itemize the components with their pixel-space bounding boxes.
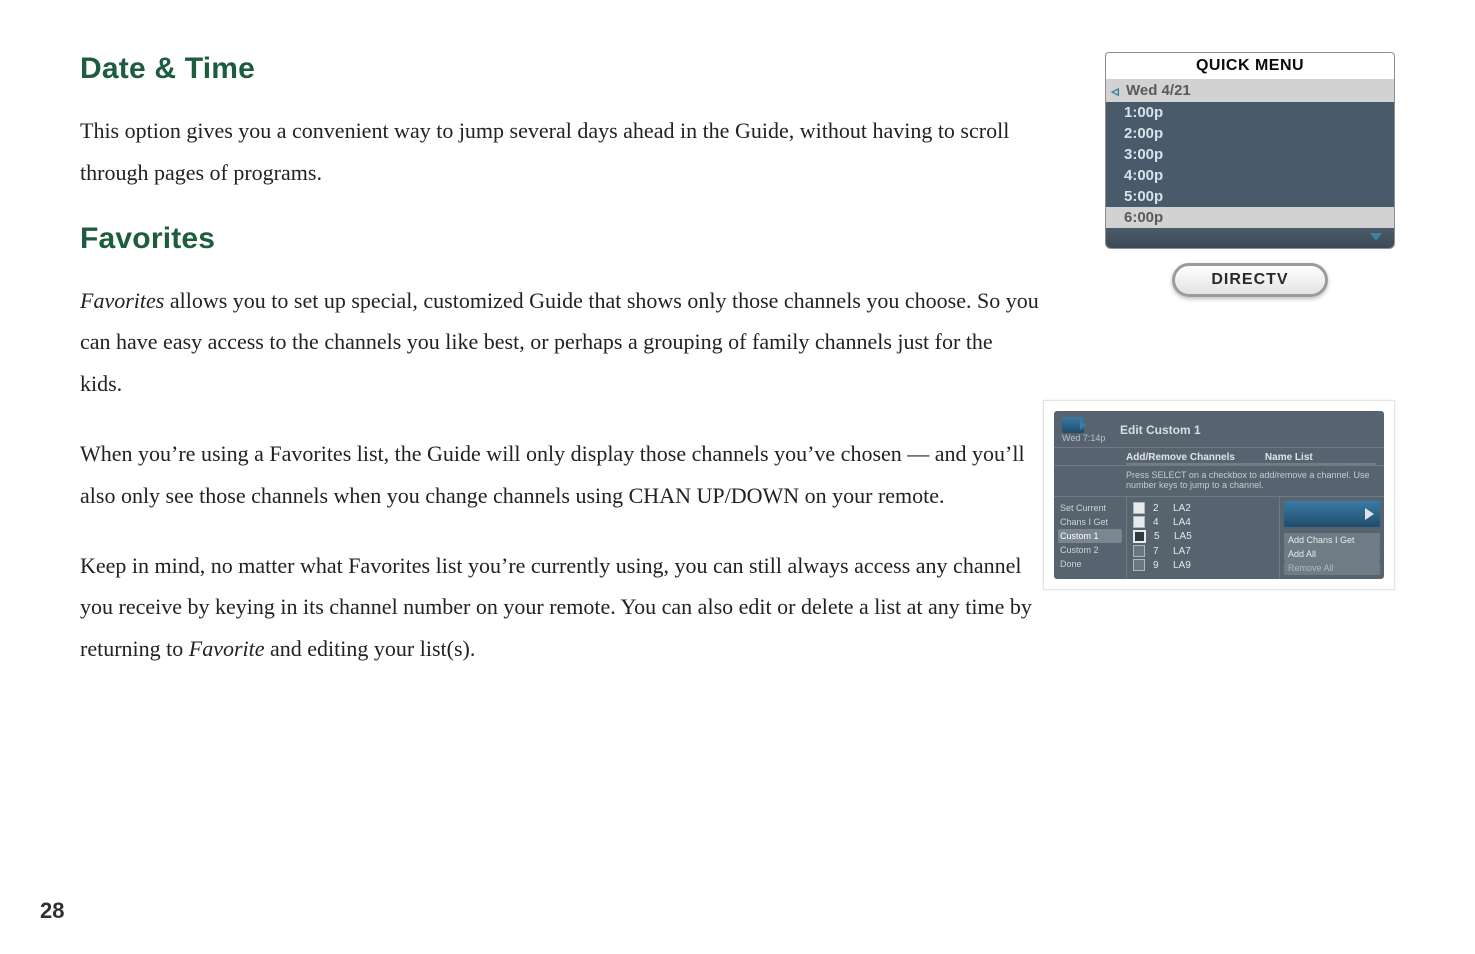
channel-label: LA2 bbox=[1173, 503, 1191, 514]
text-span: allows you to set up special, customized… bbox=[80, 288, 1039, 397]
edit-custom-topbar: Wed 7:14p Edit Custom 1 bbox=[1054, 411, 1384, 448]
edit-custom-channel-list: 2 LA2 4 LA4 5 LA5 7 LA7 9 LA9 bbox=[1127, 497, 1279, 579]
italic-favorite: Favorite bbox=[189, 636, 265, 661]
edit-custom-helper: Press SELECT on a checkbox to add/remove… bbox=[1054, 466, 1384, 497]
checkbox-icon bbox=[1133, 530, 1146, 543]
preview-icon bbox=[1284, 501, 1380, 527]
channel-row: 4 LA4 bbox=[1133, 515, 1273, 529]
directv-logo-icon bbox=[1062, 417, 1084, 433]
main-content: Date & Time This option gives you a conv… bbox=[80, 52, 1040, 670]
channel-number: 5 bbox=[1154, 531, 1166, 542]
sidebar-item: Custom 2 bbox=[1058, 543, 1122, 557]
quick-menu-date: Wed 4/21 bbox=[1124, 79, 1193, 102]
quick-menu-header: ◃ Wed 4/21 bbox=[1105, 79, 1395, 102]
quick-menu-item: 6:00p bbox=[1105, 207, 1395, 228]
quick-menu-items: 1:00p2:00p3:00p4:00p5:00p6:00p bbox=[1105, 102, 1395, 228]
directv-badge: DIRECTV bbox=[1172, 263, 1328, 297]
edit-custom-tabs: Add/Remove Channels Name List bbox=[1054, 448, 1384, 466]
quick-menu-footer bbox=[1105, 228, 1395, 249]
channel-label: LA9 bbox=[1173, 560, 1191, 571]
tab-name-list: Name List bbox=[1265, 452, 1313, 463]
paragraph-favorites-note: Keep in mind, no matter what Favorites l… bbox=[80, 545, 1040, 670]
checkbox-icon bbox=[1133, 502, 1145, 514]
channel-label: LA7 bbox=[1173, 546, 1191, 557]
paragraph-date-time: This option gives you a convenient way t… bbox=[80, 110, 1040, 194]
channel-number: 7 bbox=[1153, 546, 1165, 557]
paragraph-favorites-usage: When you’re using a Favorites list, the … bbox=[80, 433, 1040, 517]
paragraph-favorites-intro: Favorites allows you to set up special, … bbox=[80, 280, 1040, 405]
sidebar-item: Done bbox=[1058, 557, 1122, 571]
italic-favorites: Favorites bbox=[80, 288, 164, 313]
quick-menu-item: 5:00p bbox=[1105, 186, 1395, 207]
sidebar-item: Chans I Get bbox=[1058, 515, 1122, 529]
tab-underline bbox=[1126, 463, 1376, 465]
channel-row: 9 LA9 bbox=[1133, 558, 1273, 572]
edit-custom-right-panel: Add Chans I GetAdd AllRemove All bbox=[1279, 497, 1384, 579]
channel-row: 2 LA2 bbox=[1133, 501, 1273, 515]
action-button: Add All bbox=[1284, 547, 1380, 561]
action-button: Add Chans I Get bbox=[1284, 533, 1380, 547]
channel-number: 9 bbox=[1153, 560, 1165, 571]
heading-favorites: Favorites bbox=[80, 222, 1040, 256]
edit-custom-buttons: Add Chans I GetAdd AllRemove All bbox=[1284, 533, 1380, 575]
text-span: and editing your list(s). bbox=[265, 636, 476, 661]
action-button: Remove All bbox=[1284, 561, 1380, 575]
channel-label: LA5 bbox=[1174, 531, 1192, 542]
edit-custom-screen: Wed 7:14p Edit Custom 1 Add/Remove Chann… bbox=[1054, 411, 1384, 579]
checkbox-icon bbox=[1133, 516, 1145, 528]
figure-edit-custom: Wed 7:14p Edit Custom 1 Add/Remove Chann… bbox=[1043, 400, 1395, 590]
channel-label: LA4 bbox=[1173, 517, 1191, 528]
quick-menu-item: 1:00p bbox=[1105, 102, 1395, 123]
chevron-left-icon: ◃ bbox=[1106, 82, 1124, 100]
channel-row: 7 LA7 bbox=[1133, 544, 1273, 558]
edit-custom-title: Edit Custom 1 bbox=[1120, 423, 1201, 437]
heading-date-time: Date & Time bbox=[80, 52, 1040, 86]
channel-row: 5 LA5 bbox=[1133, 529, 1273, 544]
quick-menu-item: 4:00p bbox=[1105, 165, 1395, 186]
channel-number: 4 bbox=[1153, 517, 1165, 528]
quick-menu-item: 3:00p bbox=[1105, 144, 1395, 165]
edit-custom-sidebar: Set CurrentChans I GetCustom 1Custom 2Do… bbox=[1054, 497, 1127, 579]
quick-menu-title: QUICK MENU bbox=[1105, 52, 1395, 79]
tab-add-remove: Add/Remove Channels bbox=[1126, 452, 1235, 463]
checkbox-icon bbox=[1133, 545, 1145, 557]
page-number: 28 bbox=[40, 898, 64, 924]
sidebar-item: Set Current bbox=[1058, 501, 1122, 515]
sidebar-item: Custom 1 bbox=[1058, 529, 1122, 543]
edit-custom-body: Set CurrentChans I GetCustom 1Custom 2Do… bbox=[1054, 497, 1384, 579]
quick-menu-item: 2:00p bbox=[1105, 123, 1395, 144]
checkbox-icon bbox=[1133, 559, 1145, 571]
edit-custom-time: Wed 7:14p bbox=[1062, 433, 1112, 443]
figure-quick-menu: QUICK MENU ◃ Wed 4/21 1:00p2:00p3:00p4:0… bbox=[1105, 52, 1395, 297]
channel-number: 2 bbox=[1153, 503, 1165, 514]
page: Date & Time This option gives you a conv… bbox=[0, 0, 1475, 954]
